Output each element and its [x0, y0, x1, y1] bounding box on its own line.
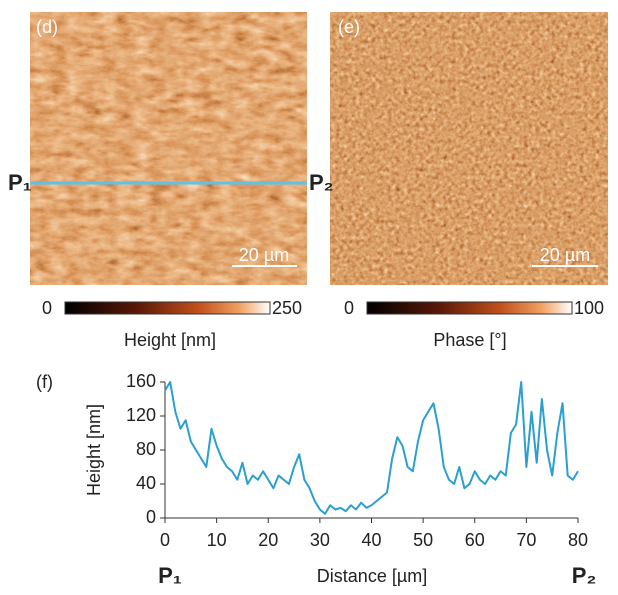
x-tick-label: 30 — [310, 530, 330, 550]
y-axis-label: Height [nm] — [84, 404, 104, 496]
x-tick-label: 20 — [258, 530, 278, 550]
panel-label: (f) — [36, 372, 53, 392]
colorbar-title: Height [nm] — [124, 330, 216, 350]
colorbar-max: 100 — [574, 298, 604, 318]
y-tick-label: 0 — [146, 507, 156, 527]
colorbar — [65, 302, 270, 314]
colorbar — [367, 302, 572, 314]
colorbar-title: Phase [°] — [433, 330, 506, 350]
profile-chart: (f) Distance [µm] P₁ P₂ Height [nm] 0 40 8… — [36, 371, 596, 588]
y-tick-label: 40 — [136, 473, 156, 493]
y-tick-label: 80 — [136, 439, 156, 459]
x-tick-label: 80 — [568, 530, 588, 550]
profile-line — [165, 382, 578, 514]
profile-start: P₁ — [8, 170, 32, 195]
colorbar-min: 0 — [344, 298, 354, 318]
colorbar-min: 0 — [42, 298, 52, 318]
y-tick-label: 160 — [126, 371, 156, 391]
x-tick-label: 10 — [207, 530, 227, 550]
y-tick-label: 120 — [126, 405, 156, 425]
x-axis-label: Distance [µm] — [317, 566, 427, 586]
scale-bar-label: 20 µm — [540, 245, 590, 265]
profile-end: P₂ — [309, 170, 333, 195]
x-end-label: P₂ — [572, 563, 596, 588]
panel-label: (e) — [338, 17, 360, 37]
figure: (d) (e) P₁ P₂ 20 µm 20 µm 0 250 Height [… — [0, 0, 618, 590]
x-tick-label: 40 — [361, 530, 381, 550]
colorbar-max: 250 — [272, 298, 302, 318]
x-tick-label: 70 — [516, 530, 536, 550]
scale-bar-label: 20 µm — [239, 245, 289, 265]
x-tick-label: 0 — [160, 530, 170, 550]
x-start-label: P₁ — [158, 563, 182, 588]
x-tick-label: 60 — [465, 530, 485, 550]
x-tick-label: 50 — [413, 530, 433, 550]
panel-label: (d) — [36, 17, 58, 37]
